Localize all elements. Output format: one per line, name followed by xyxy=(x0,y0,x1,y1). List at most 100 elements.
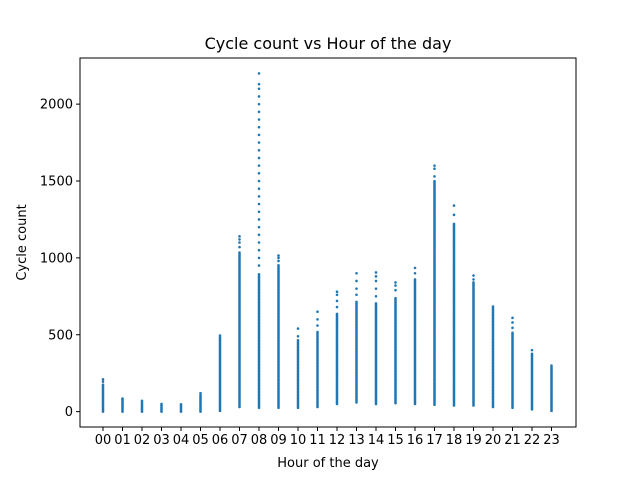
data-point xyxy=(257,233,261,237)
data-point xyxy=(257,195,261,198)
x-tick-label: 05 xyxy=(192,433,209,448)
x-tick-label: 22 xyxy=(524,433,541,448)
x-tick-label: 12 xyxy=(329,433,346,448)
column-12 xyxy=(335,290,339,406)
x-tick-label: 18 xyxy=(446,433,463,448)
column-18 xyxy=(452,204,456,407)
column-22 xyxy=(530,348,534,411)
x-tick-label: 02 xyxy=(134,433,151,448)
data-point xyxy=(550,364,553,367)
data-point xyxy=(257,218,261,221)
data-point xyxy=(257,264,261,267)
data-point xyxy=(394,281,397,284)
data-point xyxy=(472,278,475,281)
data-point xyxy=(277,263,280,267)
data-point xyxy=(199,391,202,395)
data-point xyxy=(257,82,261,86)
data-point xyxy=(257,87,261,91)
data-point xyxy=(335,312,339,316)
data-point xyxy=(355,300,358,304)
data-point xyxy=(374,279,378,283)
data-point xyxy=(511,331,514,335)
x-axis-ticks: 00 01 02 03 04 05 06 07 08 09 10 11 12 13 14 15 16 17 18 19… xyxy=(95,427,560,448)
data-point xyxy=(374,295,378,298)
data-point xyxy=(238,238,241,241)
data-point xyxy=(257,210,261,214)
column-07 xyxy=(238,235,241,409)
data-point xyxy=(491,305,495,308)
data-point xyxy=(452,213,456,217)
data-point xyxy=(374,271,378,274)
data-point xyxy=(257,156,261,160)
data-point xyxy=(277,254,280,257)
data-point xyxy=(257,256,261,260)
y-tick-label: 2000 xyxy=(40,98,73,113)
data-point xyxy=(433,164,436,167)
column-10 xyxy=(296,327,300,410)
data-point xyxy=(316,318,319,321)
column-23 xyxy=(550,364,553,413)
data-point xyxy=(452,222,456,226)
data-point xyxy=(296,338,300,342)
data-point xyxy=(199,393,202,397)
data-point xyxy=(335,299,339,303)
data-point xyxy=(296,334,300,338)
data-point xyxy=(277,256,280,260)
column-19 xyxy=(472,274,475,407)
column-20 xyxy=(491,305,495,409)
data-point xyxy=(140,399,144,403)
data-point xyxy=(121,397,124,400)
data-point xyxy=(433,175,436,178)
data-point xyxy=(413,266,417,270)
data-point xyxy=(179,402,183,406)
column-14 xyxy=(374,271,378,406)
y-tick-label: 500 xyxy=(48,328,73,343)
x-tick-label: 11 xyxy=(309,433,326,448)
data-point xyxy=(394,284,397,287)
data-point xyxy=(238,235,241,238)
y-tick-label: 0 xyxy=(65,405,73,420)
data-point xyxy=(257,187,261,190)
data-point xyxy=(257,179,261,183)
data-point xyxy=(355,271,358,275)
column-15 xyxy=(394,281,397,405)
data-point xyxy=(374,302,378,305)
x-tick-label: 15 xyxy=(387,433,404,448)
data-point xyxy=(257,95,261,98)
data-point xyxy=(550,366,553,369)
plot-frame xyxy=(79,57,577,428)
column-09 xyxy=(277,254,280,410)
data-point xyxy=(238,251,241,254)
data-point xyxy=(218,336,222,339)
x-tick-label: 21 xyxy=(504,433,521,448)
data-point xyxy=(257,118,261,121)
data-point xyxy=(335,293,339,297)
column-08 xyxy=(257,72,261,410)
data-point xyxy=(257,133,261,137)
x-tick-label: 23 xyxy=(543,433,560,448)
data-point xyxy=(355,279,358,283)
x-tick-label: 20 xyxy=(485,433,502,448)
data-point xyxy=(238,245,241,249)
data-point xyxy=(355,287,358,290)
data-point xyxy=(257,241,261,244)
data-point xyxy=(101,380,105,383)
data-point xyxy=(511,321,514,324)
data-point xyxy=(316,324,319,327)
data-point xyxy=(257,148,261,152)
data-point xyxy=(257,125,261,129)
x-tick-label: 10 xyxy=(290,433,307,448)
column-11 xyxy=(316,310,319,409)
column-02 xyxy=(140,399,144,413)
y-axis-label: Cycle count xyxy=(15,204,30,280)
data-point xyxy=(355,293,358,297)
x-tick-label: 00 xyxy=(95,433,112,448)
data-point xyxy=(257,141,261,144)
data-point xyxy=(374,275,378,278)
column-03 xyxy=(160,402,163,413)
x-tick-label: 13 xyxy=(348,433,365,448)
data-point xyxy=(433,179,436,183)
data-point xyxy=(257,248,261,252)
data-point xyxy=(413,278,417,281)
